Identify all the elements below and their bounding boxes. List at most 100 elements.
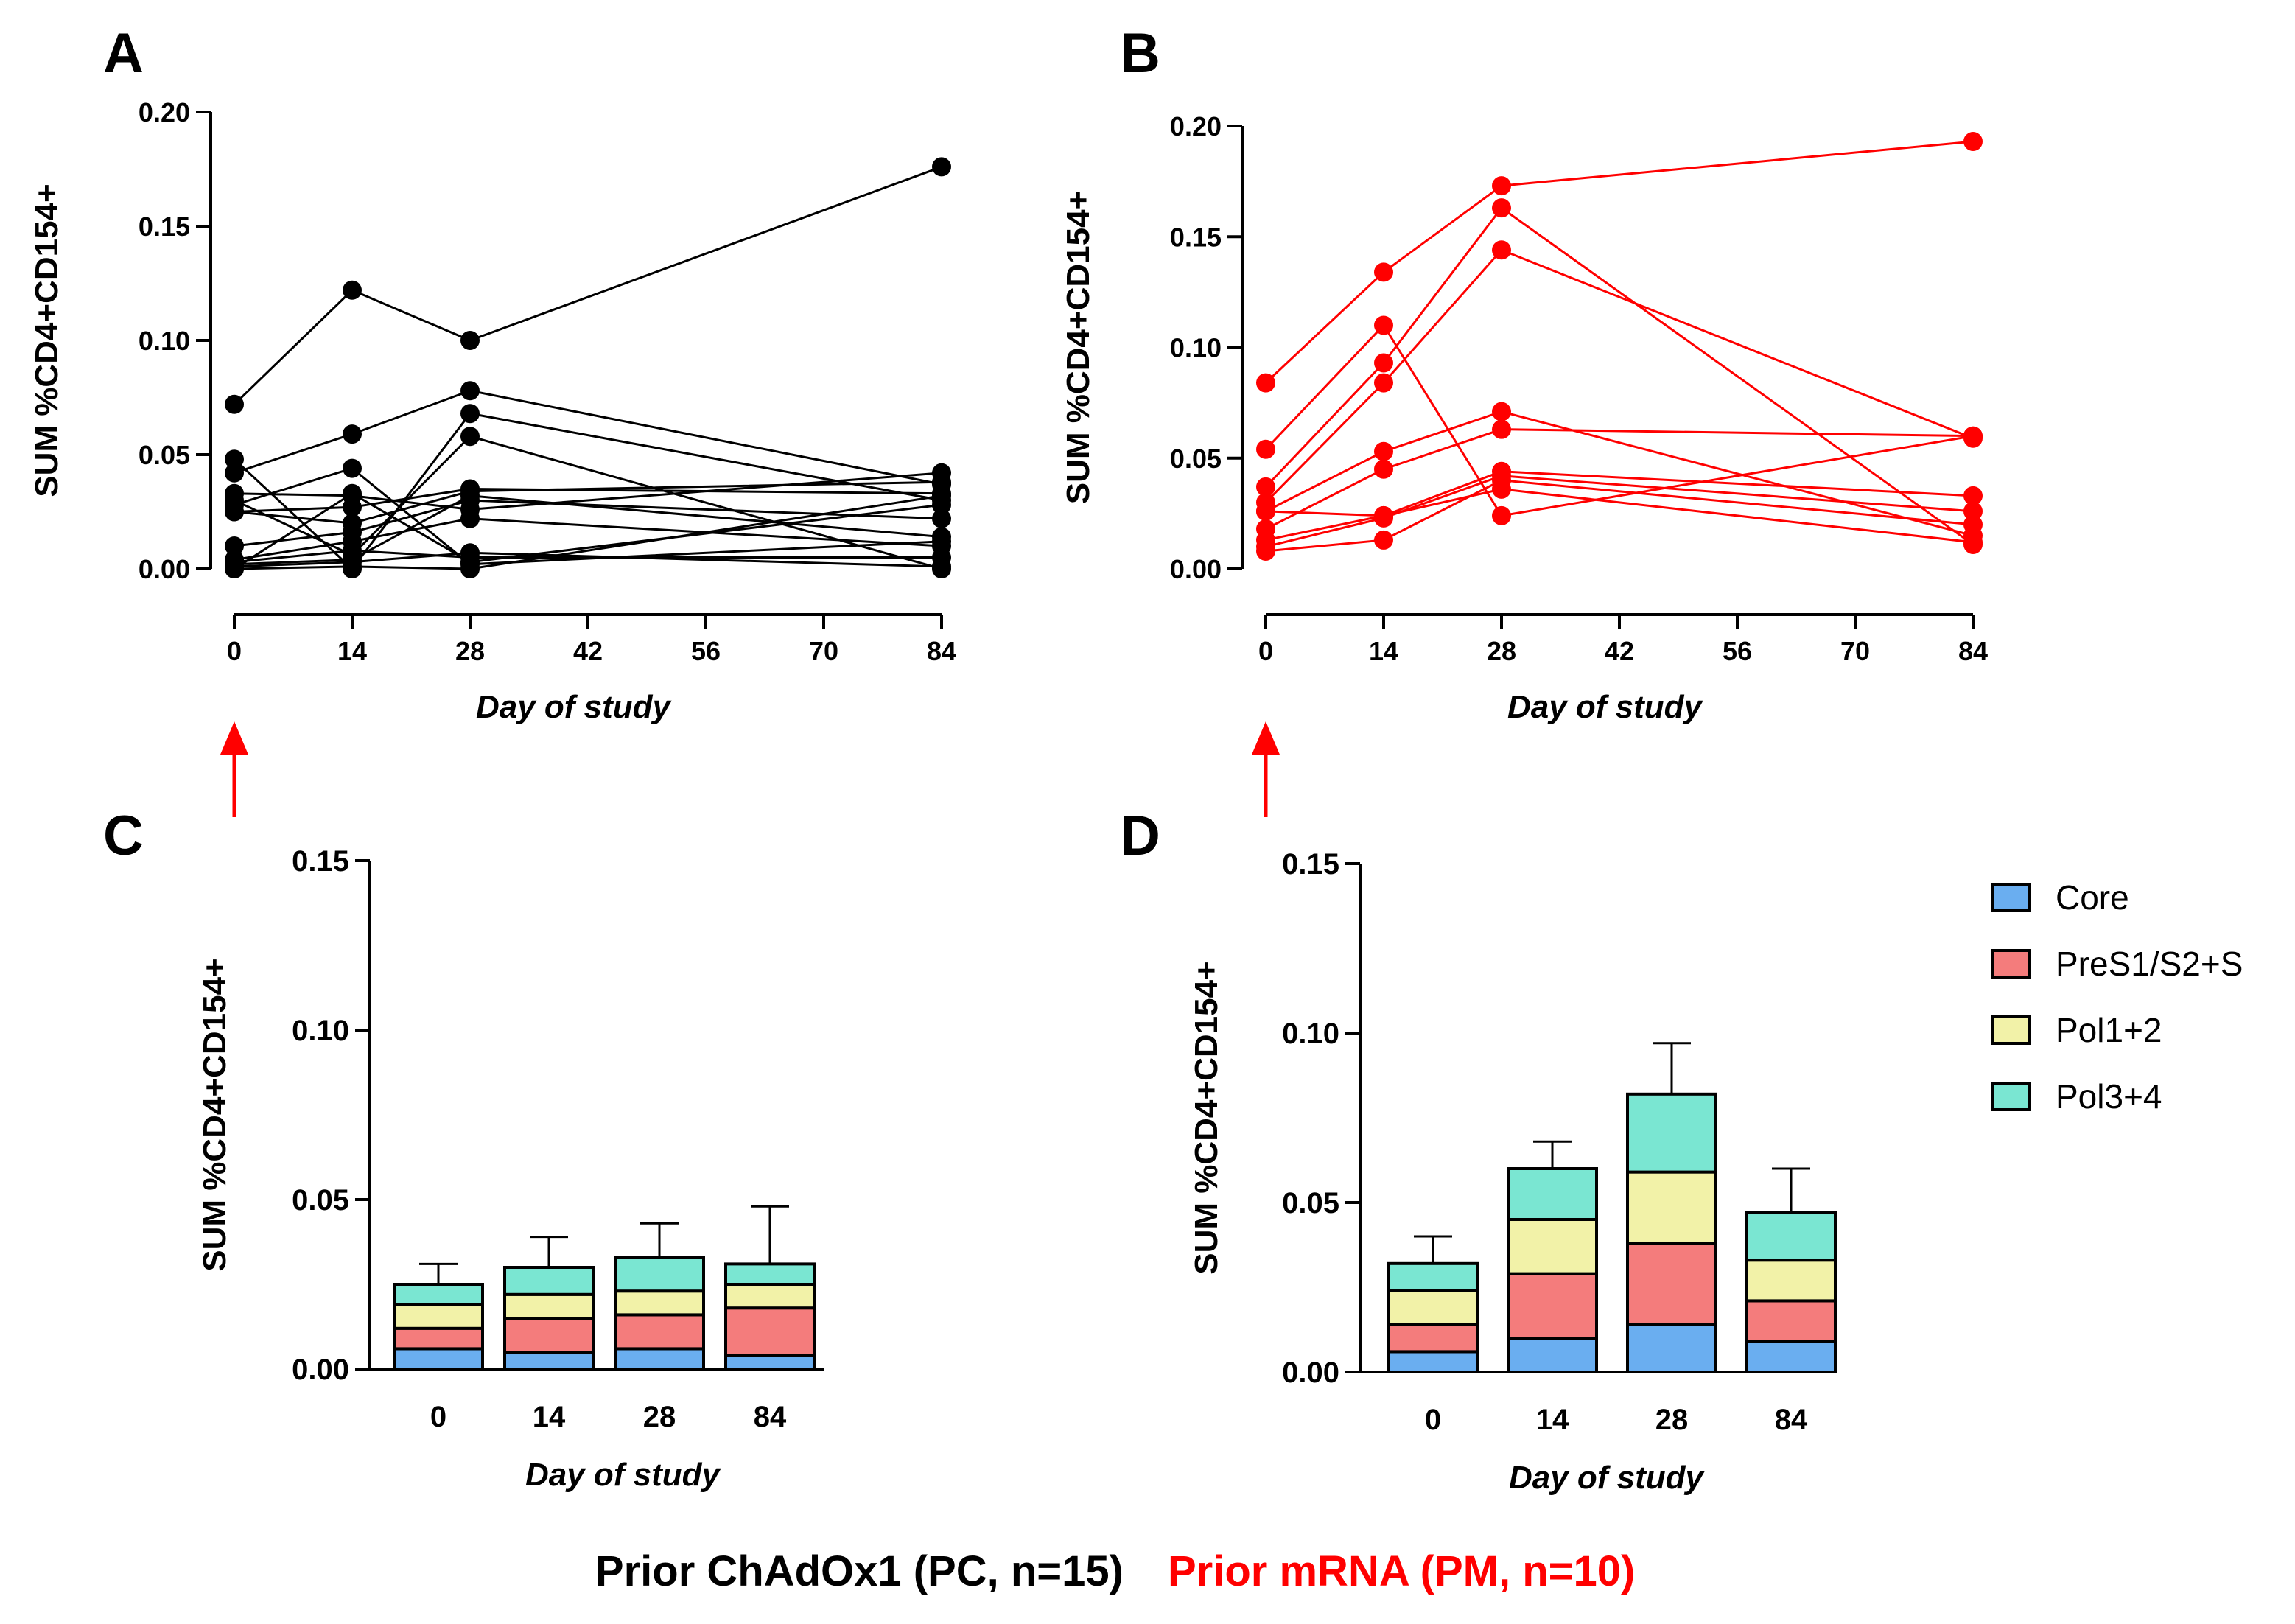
- y-tick-label: 0.10: [292, 1015, 349, 1047]
- panel-c-stacked-bar-chart: 0.00 0.05 0.10 0.15 0 14 28 84 Day of study SUM %…: [197, 845, 824, 1493]
- data-point: [460, 381, 480, 401]
- data-point: [225, 449, 244, 469]
- y-tick-label: 0.05: [292, 1184, 349, 1217]
- bar-segment-pol3-4: [724, 1262, 816, 1287]
- data-point: [343, 280, 362, 300]
- x-tick-label: 28: [455, 636, 485, 666]
- x-axis-label: Day of study: [1509, 1460, 1706, 1496]
- series-line-pm-06: [1265, 428, 1974, 531]
- y-tick-label: 0.00: [1170, 554, 1222, 584]
- data-point: [1374, 353, 1393, 373]
- series-line-pm-02: [1264, 323, 1974, 517]
- y-tick-label: 0.15: [1170, 222, 1222, 252]
- series-line-pc-15: [234, 494, 942, 570]
- bar-segment-pol3-4: [1745, 1211, 1837, 1262]
- legend-label: Pol1+2: [2056, 1011, 2162, 1049]
- x-tick-label: 28: [1487, 636, 1516, 666]
- bar-segment-core: [1626, 1323, 1717, 1373]
- series-line-pm-07: [1265, 470, 1974, 542]
- y-tick-label: 0.05: [1282, 1187, 1339, 1219]
- data-point: [460, 427, 480, 447]
- data-point: [225, 502, 244, 522]
- data-point: [1492, 176, 1511, 196]
- y-tick-label: 0.00: [292, 1354, 349, 1386]
- series-line-pm-09: [1265, 479, 1974, 553]
- data-point: [460, 331, 480, 350]
- bar-segment-pres1-s2-s: [614, 1313, 705, 1351]
- series-line-pm-03: [1264, 206, 1974, 546]
- data-point: [1492, 198, 1511, 218]
- legend-swatch-pol3-4: [1991, 1082, 2031, 1111]
- legend-swatch-pres1-s2-s: [1991, 949, 2031, 979]
- data-point: [1256, 477, 1275, 497]
- panel-a-line-chart: 0.00 0.05 0.10 0.15 0.20 0 14 28 42 56 70 84 Day of …: [29, 97, 956, 817]
- x-tick-label: 0: [1425, 1404, 1441, 1436]
- data-point: [460, 508, 480, 528]
- bar-segment-core: [503, 1351, 595, 1371]
- bar-segment-core: [614, 1347, 705, 1371]
- panel-letter-c: C: [103, 805, 144, 867]
- x-axis-label: Day of study: [476, 689, 673, 725]
- x-tick-label: 42: [573, 636, 603, 666]
- data-point: [1492, 240, 1511, 260]
- bar-segment-pol1-2: [1387, 1289, 1479, 1326]
- data-point: [1963, 486, 1983, 505]
- y-axis-label: SUM %CD4+CD154+: [29, 183, 65, 497]
- data-point: [460, 559, 480, 578]
- data-point: [1374, 373, 1393, 393]
- data-point: [1492, 419, 1511, 439]
- series-line-pm-01: [1264, 140, 1974, 384]
- bar-segment-pol1-2: [614, 1289, 705, 1317]
- data-point: [1963, 514, 1983, 534]
- y-tick-label: 0.15: [1282, 848, 1339, 881]
- series-line-pc-03: [234, 389, 942, 486]
- x-tick-label: 70: [1840, 636, 1870, 666]
- series-line-pc-01: [233, 165, 942, 405]
- x-axis-label: Day of study: [1507, 689, 1704, 725]
- bar-segment-core: [393, 1347, 484, 1371]
- data-point: [1374, 441, 1393, 461]
- legend-label: Core: [2056, 878, 2129, 917]
- data-point: [1374, 262, 1393, 282]
- x-tick-label: 14: [1536, 1404, 1569, 1436]
- x-tick-label: 14: [1369, 636, 1398, 666]
- series-line-pc-02: [233, 412, 942, 571]
- data-point: [1256, 541, 1275, 561]
- y-tick-label: 0.10: [139, 326, 190, 356]
- data-point: [1256, 501, 1275, 521]
- x-tick-label: 56: [1723, 636, 1752, 666]
- bar-segment-pol1-2: [503, 1292, 595, 1320]
- bar-segment-pol3-4: [1626, 1092, 1717, 1174]
- y-axis-label: SUM %CD4+CD154+: [1060, 191, 1096, 505]
- bar-segment-pol3-4: [393, 1283, 484, 1306]
- series-line-pc-13: [234, 551, 942, 568]
- y-axis-label: SUM %CD4+CD154+: [197, 958, 233, 1272]
- data-point: [1374, 315, 1393, 335]
- caption-prior-chadox1: Prior ChAdOx1 (PC, n=15): [595, 1547, 1124, 1595]
- bar-segment-pres1-s2-s: [503, 1317, 595, 1354]
- data-point: [460, 486, 480, 505]
- bar-segment-pres1-s2-s: [1387, 1323, 1479, 1354]
- x-tick-label: 84: [927, 636, 956, 666]
- data-point: [343, 424, 362, 444]
- data-point: [1492, 402, 1511, 421]
- data-point: [225, 394, 244, 414]
- data-point: [460, 404, 480, 424]
- x-tick-label: 0: [430, 1401, 446, 1433]
- y-tick-label: 0.00: [1282, 1357, 1339, 1389]
- legend: Core PreS1/S2+S Pol1+2 Pol3+4: [1991, 878, 2243, 1116]
- series-line-pc-10: [234, 517, 942, 561]
- data-point: [1492, 505, 1511, 525]
- bar-segment-pres1-s2-s: [1626, 1242, 1717, 1326]
- y-tick-label: 0.00: [139, 554, 190, 584]
- x-tick-label: 28: [643, 1401, 676, 1433]
- data-point: [932, 556, 951, 576]
- bar-segment-core: [1745, 1340, 1837, 1373]
- series-line-pc-14: [234, 491, 942, 570]
- data-point: [1256, 373, 1275, 393]
- data-point: [1963, 532, 1983, 552]
- series-line-pc-09: [234, 499, 942, 547]
- y-tick-label: 0.15: [139, 211, 190, 242]
- bar-segment-pol1-2: [1507, 1218, 1598, 1275]
